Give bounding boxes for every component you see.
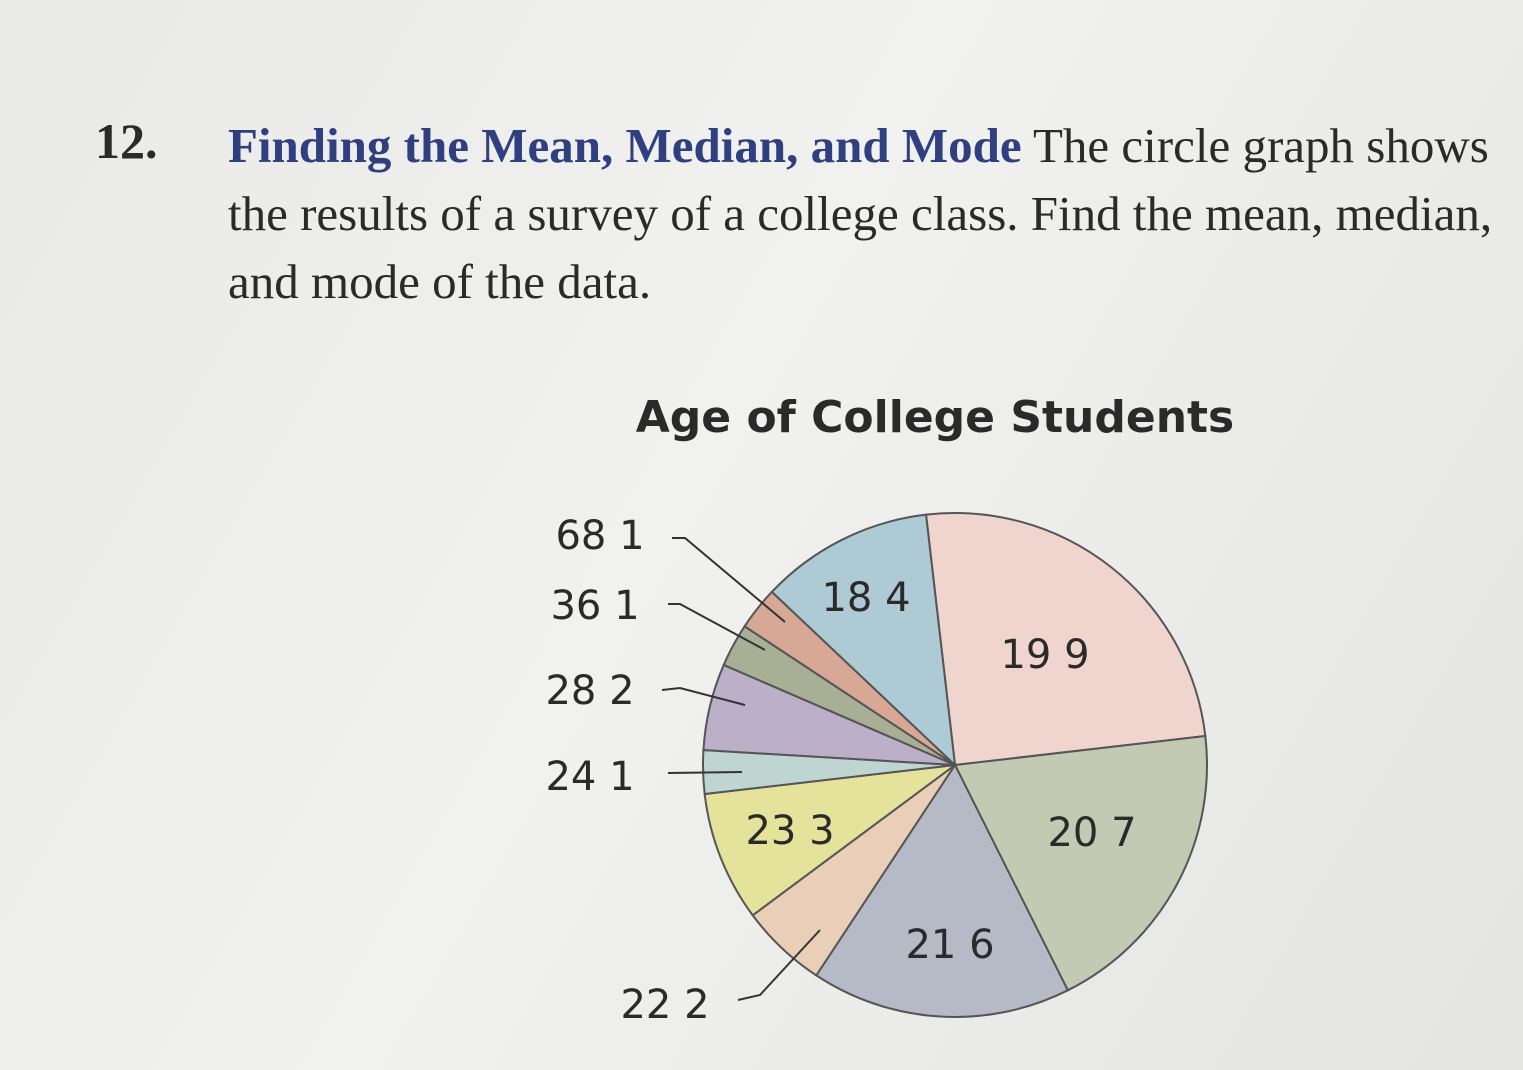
chart-title: Age of College Students bbox=[636, 392, 1235, 443]
slice-label: 19 9 bbox=[1000, 632, 1089, 678]
slice-category: 23 bbox=[745, 808, 796, 854]
leader-line bbox=[737, 929, 821, 1001]
slice-category: 68 bbox=[555, 513, 606, 559]
problem-heading: Finding the Mean, Median, and Mode bbox=[228, 118, 1022, 173]
pie-slice bbox=[924, 512, 1207, 767]
pie-slice bbox=[814, 763, 1070, 1018]
slice-label: 68 1 bbox=[555, 513, 644, 559]
pie-slice bbox=[953, 734, 1208, 992]
slice-label: 22 2 bbox=[620, 982, 709, 1028]
slice-value: 1 bbox=[609, 754, 634, 800]
slice-value: 1 bbox=[614, 583, 639, 629]
slice-label: 20 7 bbox=[1047, 810, 1136, 856]
slice-category: 36 bbox=[550, 583, 601, 629]
slice-value: 4 bbox=[885, 575, 910, 621]
pie-slice bbox=[703, 763, 959, 917]
problem-body: The circle graph shows the results of a … bbox=[228, 118, 1493, 309]
slice-value: 7 bbox=[1111, 810, 1136, 856]
leader-line bbox=[667, 771, 743, 774]
slice-category: 24 bbox=[545, 754, 596, 800]
slice-category: 18 bbox=[821, 575, 872, 621]
slice-value: 9 bbox=[1064, 632, 1089, 678]
slice-value: 2 bbox=[609, 668, 634, 714]
slice-category: 20 bbox=[1047, 810, 1098, 856]
slice-category: 19 bbox=[1000, 632, 1051, 678]
pie-slice bbox=[770, 513, 957, 768]
slice-category: 22 bbox=[620, 982, 671, 1028]
slice-label: 21 6 bbox=[905, 922, 994, 968]
leader-line bbox=[668, 603, 766, 651]
slice-value: 6 bbox=[969, 922, 994, 968]
slice-label: 36 1 bbox=[550, 583, 639, 629]
leader-line bbox=[672, 537, 786, 623]
slice-category: 21 bbox=[905, 922, 956, 968]
slice-value: 3 bbox=[809, 808, 834, 854]
slice-label: 28 2 bbox=[545, 668, 634, 714]
pie bbox=[702, 512, 1208, 1018]
slice-value: 1 bbox=[619, 513, 644, 559]
slice-label: 24 1 bbox=[545, 754, 634, 800]
problem-number: 12. bbox=[95, 113, 158, 169]
problem-text: Finding the Mean, Median, and Mode The c… bbox=[228, 112, 1518, 316]
slice-label: 23 3 bbox=[745, 808, 834, 854]
slice-value: 2 bbox=[684, 982, 709, 1028]
slice-label: 18 4 bbox=[821, 575, 910, 621]
slice-category: 28 bbox=[545, 668, 596, 714]
leader-line bbox=[661, 686, 746, 706]
